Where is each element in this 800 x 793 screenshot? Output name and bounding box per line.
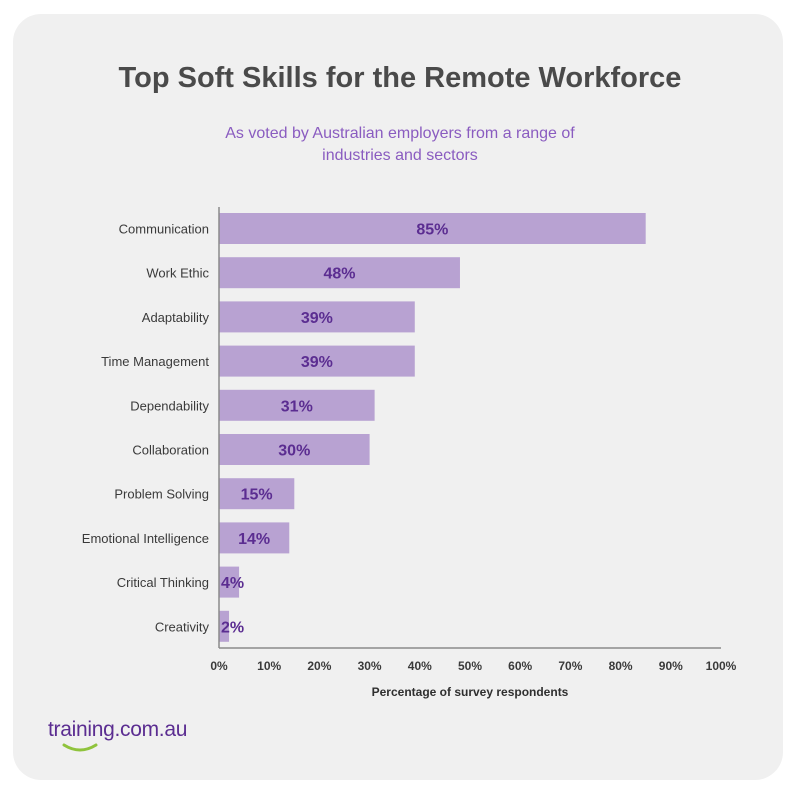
category-label: Adaptability (142, 310, 210, 325)
value-label: 15% (241, 487, 273, 504)
category-label: Time Management (101, 354, 209, 369)
value-label: 39% (301, 354, 333, 371)
x-tick-label: 20% (307, 659, 331, 673)
value-label: 4% (221, 575, 244, 592)
chart-title: Top Soft Skills for the Remote Workforce (118, 62, 682, 94)
bar-time-management (219, 345, 415, 377)
value-label: 30% (278, 443, 310, 460)
category-label: Problem Solving (114, 487, 209, 502)
value-label: 39% (301, 310, 333, 327)
bar-adaptability (219, 301, 415, 333)
category-label: Creativity (155, 619, 210, 634)
category-label: Emotional Intelligence (82, 531, 209, 546)
value-label: 85% (416, 222, 448, 239)
chart-subtitle: As voted by Australian employers from a … (225, 125, 575, 164)
category-label: Collaboration (132, 443, 209, 458)
x-tick-label: 30% (358, 659, 382, 673)
category-label: Communication (119, 222, 209, 237)
brand-logo: training.com.au (48, 718, 187, 754)
value-label: 31% (281, 398, 313, 415)
x-tick-label: 50% (458, 659, 482, 673)
value-label: 48% (323, 266, 355, 283)
chart-card (13, 14, 783, 780)
value-label: 2% (221, 619, 244, 636)
category-label: Dependability (130, 398, 209, 413)
bar-emotional-intelligence (219, 522, 290, 554)
category-label: Critical Thinking (117, 575, 209, 590)
bar-problem-solving (219, 478, 295, 510)
bar-dependability (219, 389, 375, 421)
logo-smile-icon (62, 743, 98, 752)
x-tick-label: 70% (558, 659, 582, 673)
bar-communication (219, 213, 646, 244)
x-tick-label: 0% (210, 659, 228, 673)
category-label: Work Ethic (146, 266, 209, 281)
x-axis-title: Percentage of survey respondents (372, 685, 569, 699)
bar-critical-thinking (219, 566, 240, 598)
x-tick-label: 80% (609, 659, 633, 673)
logo-text: training.com.au (48, 718, 188, 741)
bar-work-ethic (219, 257, 460, 289)
x-tick-label: 60% (508, 659, 532, 673)
bar-collaboration (219, 434, 370, 465)
value-label: 14% (238, 531, 270, 548)
x-tick-label: 100% (706, 659, 737, 673)
bar-creativity (219, 610, 230, 642)
x-tick-label: 40% (408, 659, 432, 673)
x-tick-label: 10% (257, 659, 281, 673)
x-tick-label: 90% (659, 659, 683, 673)
